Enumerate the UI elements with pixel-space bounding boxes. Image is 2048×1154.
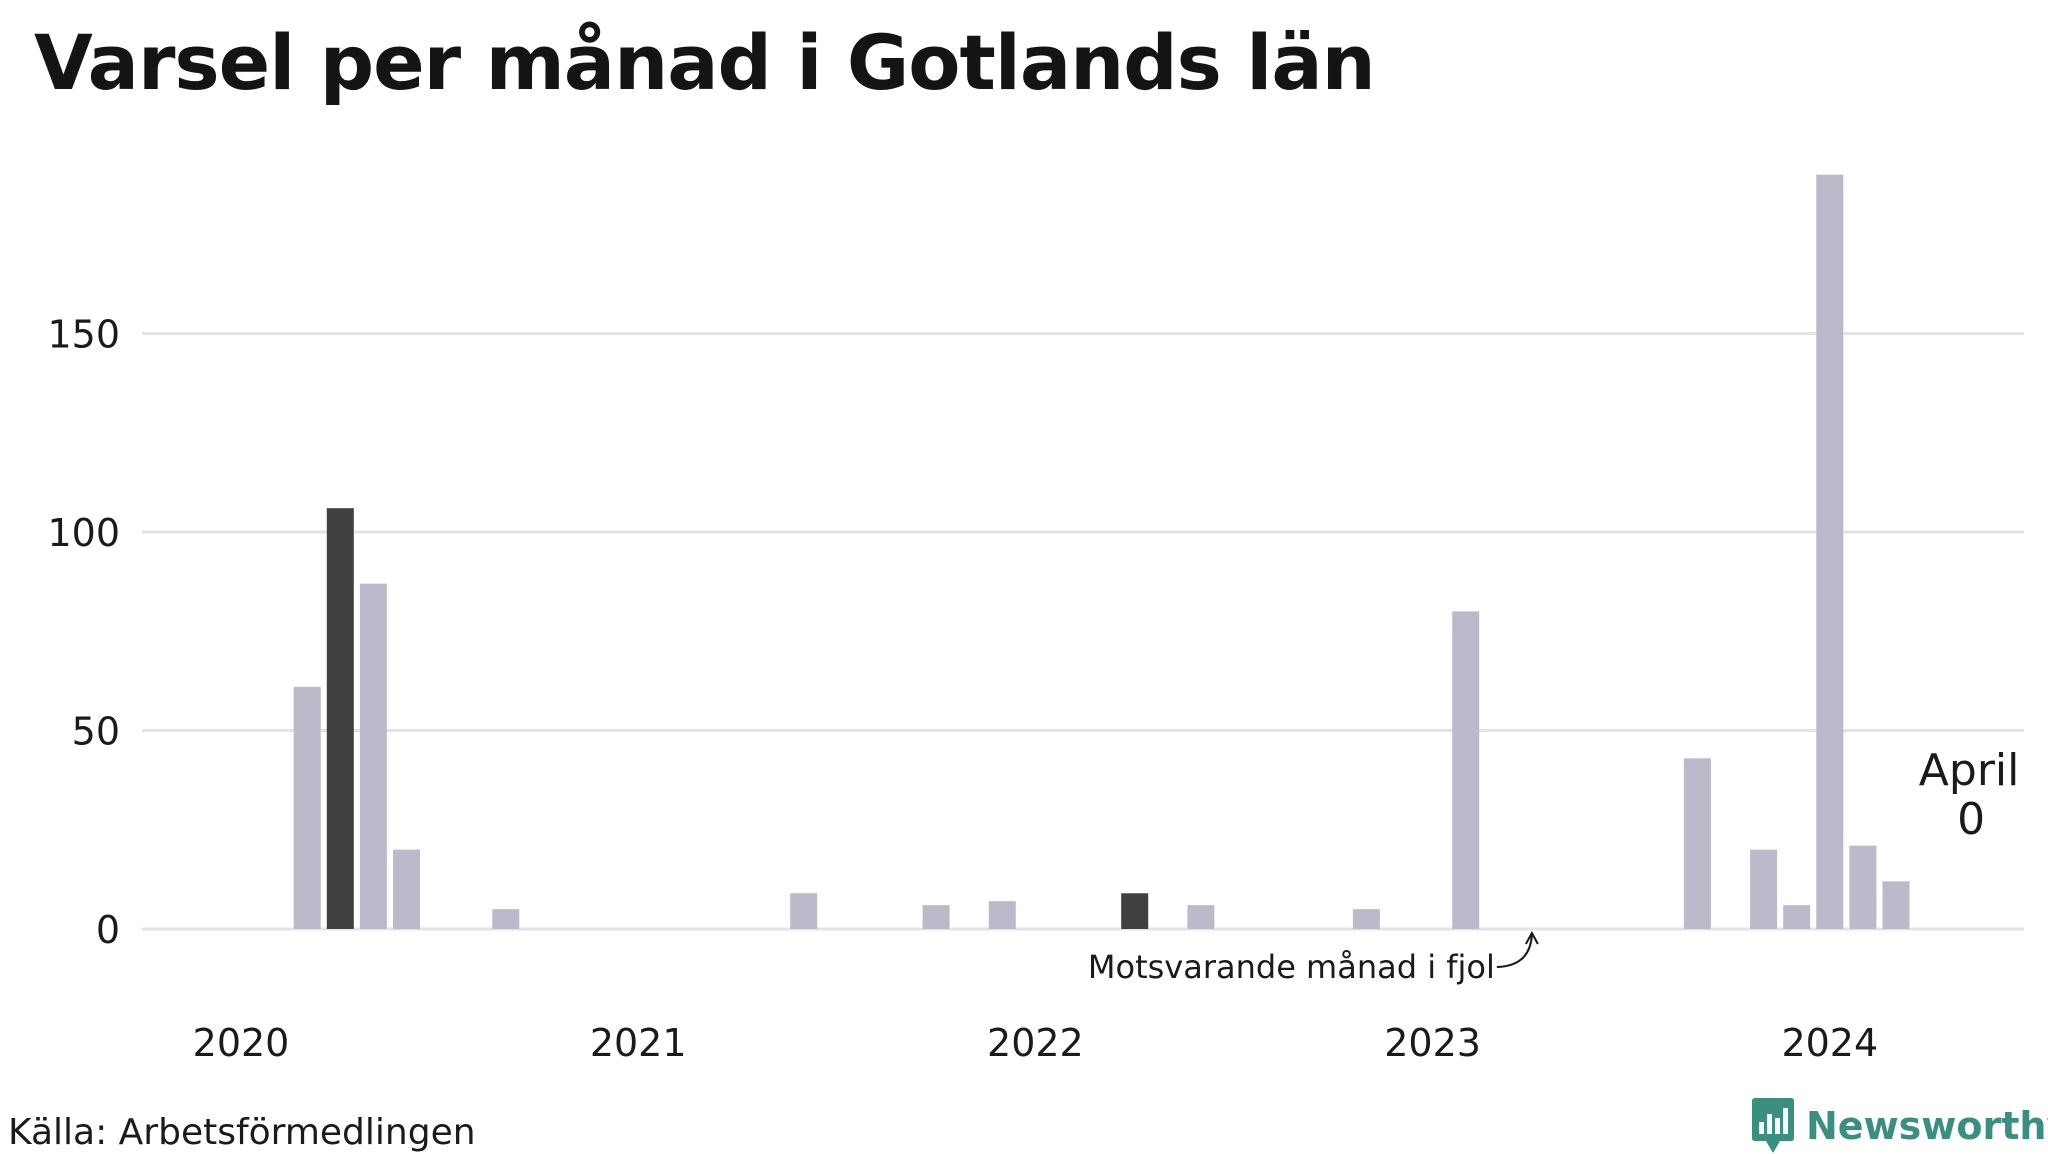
bar <box>790 893 818 929</box>
logo-bar-2 <box>1767 1114 1772 1134</box>
logo-bar-4 <box>1783 1108 1788 1134</box>
bar <box>359 583 387 929</box>
bar <box>1121 893 1149 929</box>
y-tick-label: 100 <box>47 511 120 555</box>
x-tick-label: 2021 <box>590 1021 687 1065</box>
gridlines <box>142 332 2024 931</box>
bar <box>1750 849 1778 929</box>
y-tick-label: 50 <box>72 710 120 754</box>
annotation-arrowhead <box>1525 930 1539 945</box>
x-axis-ticks: 2020 2021 2022 2023 2024 <box>193 1021 1879 1065</box>
bar <box>1683 758 1711 929</box>
brand-logo: Newsworthy <box>1752 1098 2048 1154</box>
logo-bar-1 <box>1759 1122 1764 1134</box>
current-month-label: April <box>1919 745 2020 796</box>
page-title: Varsel per månad i Gotlands län <box>34 18 1376 107</box>
bar <box>1452 611 1480 929</box>
logo-bar-3 <box>1775 1118 1780 1134</box>
bar <box>922 905 950 929</box>
bar <box>393 849 420 929</box>
bar <box>1849 845 1877 929</box>
bar <box>1882 881 1910 929</box>
x-tick-label: 2022 <box>987 1021 1084 1065</box>
bar <box>1187 905 1215 929</box>
annotation-text: Motsvarande månad i fjol <box>1088 948 1495 986</box>
bar <box>492 909 520 929</box>
annotation-arrow <box>1496 934 1533 968</box>
y-tick-label: 150 <box>47 313 120 357</box>
current-month-value: 0 <box>1957 794 1985 845</box>
bars <box>293 174 1910 929</box>
source-note: Källa: Arbetsförmedlingen <box>8 1112 476 1153</box>
bar <box>988 901 1016 929</box>
x-tick-label: 2020 <box>193 1021 290 1065</box>
x-tick-label: 2024 <box>1781 1021 1878 1065</box>
bar <box>293 686 321 929</box>
y-tick-label: 0 <box>96 908 120 952</box>
brand-name: Newsworthy <box>1806 1104 2048 1148</box>
bar <box>1352 909 1380 929</box>
y-axis-ticks: 0 50 100 150 <box>47 313 120 953</box>
x-tick-label: 2023 <box>1384 1021 1481 1065</box>
newsworthy-logo-icon <box>1752 1098 1794 1153</box>
bar <box>326 508 354 929</box>
bar <box>1783 905 1811 929</box>
bar <box>1816 174 1844 929</box>
